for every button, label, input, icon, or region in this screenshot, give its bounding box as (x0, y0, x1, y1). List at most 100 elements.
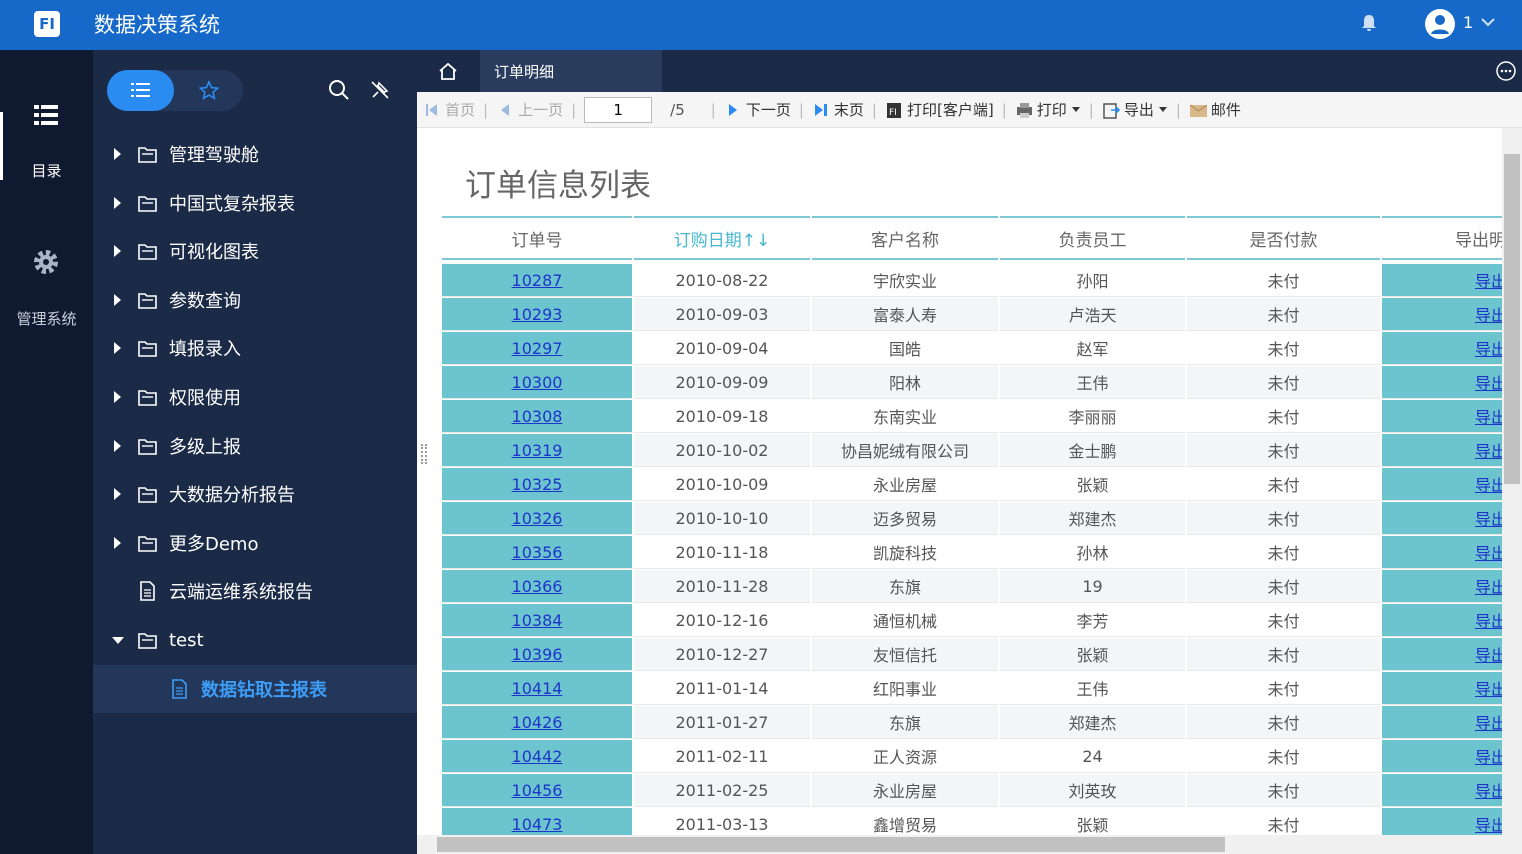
vertical-scrollbar[interactable] (1502, 128, 1522, 835)
tree-item[interactable]: 管理驾驶舱 (93, 130, 417, 178)
export-link[interactable]: 导出 (1475, 748, 1502, 767)
toolbar-button[interactable]: 末页 (812, 99, 864, 120)
tree-item[interactable]: 权限使用 (93, 373, 417, 421)
folder-icon-glyph (138, 535, 157, 552)
order-link[interactable]: 10442 (511, 746, 563, 766)
export-link[interactable]: 导出 (1475, 816, 1502, 835)
order-link[interactable]: 10293 (511, 304, 563, 324)
export-link[interactable]: 导出 (1475, 306, 1502, 325)
first-icon (423, 101, 441, 119)
toolbar-button[interactable]: 导出 (1102, 99, 1168, 120)
toolbar-button[interactable]: 打印 (1015, 99, 1081, 120)
favorites-button[interactable] (197, 79, 221, 103)
order-link[interactable]: 10308 (511, 406, 563, 426)
tree-item[interactable]: 参数查询 (93, 276, 417, 324)
tree-item[interactable]: 大数据分析报告 (93, 470, 417, 518)
expand-arrow (111, 535, 125, 551)
file-icon-glyph (140, 581, 155, 602)
export-link[interactable]: 导出 (1475, 442, 1502, 461)
table-cell: 孙阳 (1000, 264, 1185, 297)
export-link[interactable]: 导出 (1475, 612, 1502, 631)
scroll-thumb[interactable] (1504, 154, 1520, 484)
toolbar-button[interactable]: 邮件 (1189, 99, 1241, 120)
export-link[interactable]: 导出 (1475, 680, 1502, 699)
pin-icon[interactable] (369, 79, 391, 101)
export-link[interactable]: 导出 (1475, 408, 1502, 427)
export-link[interactable]: 导出 (1475, 340, 1502, 359)
catalog-icon (32, 102, 60, 130)
order-link[interactable]: 10300 (511, 372, 563, 392)
toolbar-button[interactable]: 上一页 (496, 99, 563, 120)
order-link[interactable]: 10426 (511, 712, 563, 732)
tree-item[interactable]: 可视化图表 (93, 227, 417, 275)
order-link[interactable]: 10319 (511, 440, 563, 460)
export-link[interactable]: 导出 (1475, 714, 1502, 733)
rail-item[interactable]: 目录 (0, 92, 93, 182)
folder-icon-glyph (138, 438, 157, 455)
separator: | (871, 100, 877, 119)
table-cell: 未付 (1187, 604, 1380, 637)
tree-item[interactable]: test (93, 616, 417, 664)
user-caret[interactable] (1480, 16, 1496, 28)
tree-item[interactable]: 更多Demo (93, 519, 417, 567)
order-link[interactable]: 10456 (511, 780, 563, 800)
print_client-icon: FI (885, 101, 903, 119)
order-link[interactable]: 10473 (511, 814, 563, 834)
splitter-handle[interactable] (421, 444, 427, 464)
order-link[interactable]: 10384 (511, 610, 563, 630)
export-link[interactable]: 导出 (1475, 272, 1502, 291)
order-link[interactable]: 10356 (511, 542, 563, 562)
bell-icon[interactable] (1360, 13, 1378, 33)
table-cell: 导出 (1382, 706, 1502, 739)
export-link[interactable]: 导出 (1475, 578, 1502, 597)
tree-item[interactable]: 数据钻取主报表 (93, 664, 417, 713)
export-link[interactable]: 导出 (1475, 476, 1502, 495)
table-cell: 凯旋科技 (812, 536, 998, 569)
table-cell: 孙林 (1000, 536, 1185, 569)
table-cell: 未付 (1187, 808, 1380, 835)
h-scroll-thumb[interactable] (437, 837, 1225, 852)
table-cell: 赵军 (1000, 332, 1185, 365)
expand-arrow-glyph (114, 536, 121, 549)
toolbar-button[interactable]: 首页 (423, 99, 475, 120)
user-name[interactable]: 1 (1463, 13, 1474, 32)
active-tab[interactable]: 订单明细 (480, 50, 662, 92)
order-link[interactable]: 10287 (511, 270, 563, 290)
tree-item[interactable]: 中国式复杂报表 (93, 179, 417, 227)
first-icon-glyph (426, 103, 437, 116)
export-link[interactable]: 导出 (1475, 782, 1502, 801)
toolbar-button[interactable]: FI 打印[客户端] (885, 99, 994, 120)
page-input[interactable] (584, 96, 653, 123)
home-tab[interactable] (437, 60, 459, 82)
table-cell: 张颖 (1000, 808, 1185, 835)
table-cell: 2010-10-02 (634, 434, 810, 467)
page-total: /5 (670, 100, 685, 119)
order-link[interactable]: 10414 (511, 678, 563, 698)
table-cell: 2010-12-27 (634, 638, 810, 671)
folder-icon-glyph (138, 195, 157, 212)
order-link[interactable]: 10326 (511, 508, 563, 528)
order-link[interactable]: 10297 (511, 338, 563, 358)
tree-item[interactable]: 云端运维系统报告 (93, 567, 417, 615)
tree-item[interactable]: 多级上报 (93, 422, 417, 470)
table-cell: 10384 (442, 604, 632, 637)
table-cell: 导出 (1382, 672, 1502, 705)
list-view-button[interactable] (107, 70, 174, 111)
table-cell: 导出 (1382, 604, 1502, 637)
rail-item[interactable]: 管理系统 (0, 240, 93, 330)
export-link[interactable]: 导出 (1475, 510, 1502, 529)
order-link[interactable]: 10396 (511, 644, 563, 664)
avatar[interactable] (1425, 9, 1455, 39)
horizontal-scrollbar[interactable] (417, 835, 1522, 854)
toolbar-button[interactable]: 下一页 (724, 99, 791, 120)
export-link[interactable]: 导出 (1475, 646, 1502, 665)
order-link[interactable]: 10325 (511, 474, 563, 494)
search-icon[interactable] (328, 79, 350, 101)
export-link[interactable]: 导出 (1475, 544, 1502, 563)
column-header[interactable]: 订购日期↑↓ (673, 230, 771, 251)
order-link[interactable]: 10366 (511, 576, 563, 596)
more-button[interactable] (1495, 60, 1517, 82)
tree-item[interactable]: 填报录入 (93, 324, 417, 372)
logo[interactable]: FI (34, 11, 60, 37)
export-link[interactable]: 导出 (1475, 374, 1502, 393)
